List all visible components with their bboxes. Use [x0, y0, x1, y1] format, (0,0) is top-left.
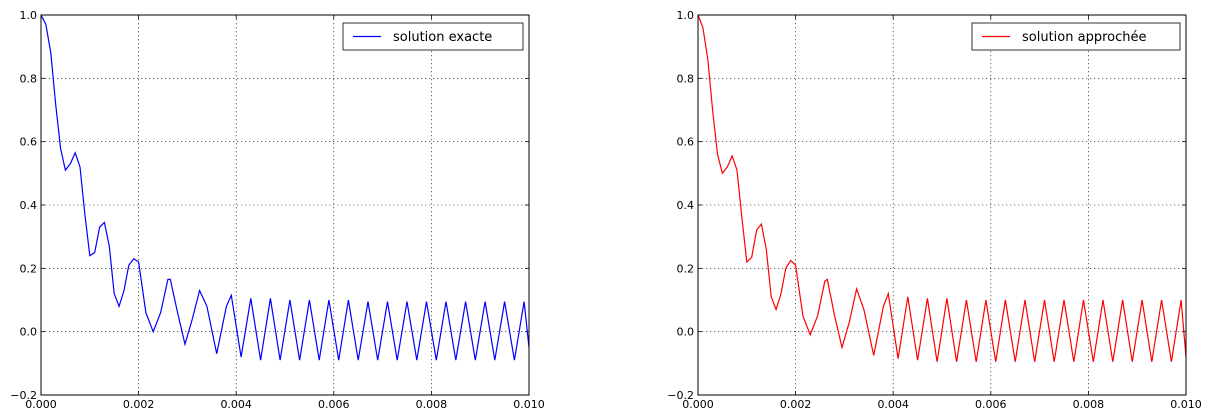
plot-frame — [697, 14, 1187, 396]
y-tick-label: 0.4 — [677, 199, 695, 212]
y-tick-label: 0.0 — [677, 326, 695, 339]
y-tick-label: 0.2 — [20, 262, 38, 275]
x-tick-label: 0.002 — [123, 398, 155, 411]
y-tick-label: 0.2 — [677, 262, 695, 275]
x-tick-label: 0.002 — [780, 398, 812, 411]
y-tick-label: 0.4 — [20, 199, 38, 212]
y-tick-label: 0.0 — [20, 326, 38, 339]
legend-label: solution exacte — [393, 30, 492, 45]
x-tick-label: 0.008 — [1073, 398, 1105, 411]
x-tick-label: 0.000 — [682, 398, 714, 411]
legend: solution exacte — [342, 22, 524, 51]
x-tick-label: 0.008 — [416, 398, 448, 411]
x-tick-label: 0.006 — [318, 398, 350, 411]
plot-frame — [40, 14, 530, 396]
y-tick-label: 0.6 — [20, 136, 38, 149]
x-tick-label: 0.006 — [975, 398, 1007, 411]
series-line — [697, 14, 1187, 362]
series-line — [40, 14, 530, 361]
legend-label: solution approchée — [1022, 30, 1146, 45]
y-tick-label: 1.0 — [20, 9, 38, 22]
chart-panel-2: 0.000 0.002 0.004 0.006 0.008 0.010 −0.2 0.0 0.2… — [667, 9, 1201, 411]
x-tick-label: 0.004 — [220, 398, 252, 411]
x-tick-label: 0.010 — [1170, 398, 1202, 411]
y-tick-label: 0.8 — [20, 72, 38, 85]
x-tick-label: 0.000 — [25, 398, 57, 411]
y-tick-label: 1.0 — [677, 9, 695, 22]
y-tick-label: −0.2 — [667, 389, 694, 402]
x-tick-label: 0.010 — [513, 398, 545, 411]
y-tick-label: 0.6 — [677, 136, 695, 149]
x-tick-label: 0.004 — [877, 398, 909, 411]
y-tick-label: −0.2 — [10, 389, 37, 402]
chart-panel-1: 0.000 0.002 0.004 0.006 0.008 0.010 −0.2 0.0 0.2… — [10, 9, 544, 411]
y-tick-label: 0.8 — [677, 72, 695, 85]
legend: solution approchée — [971, 22, 1181, 51]
